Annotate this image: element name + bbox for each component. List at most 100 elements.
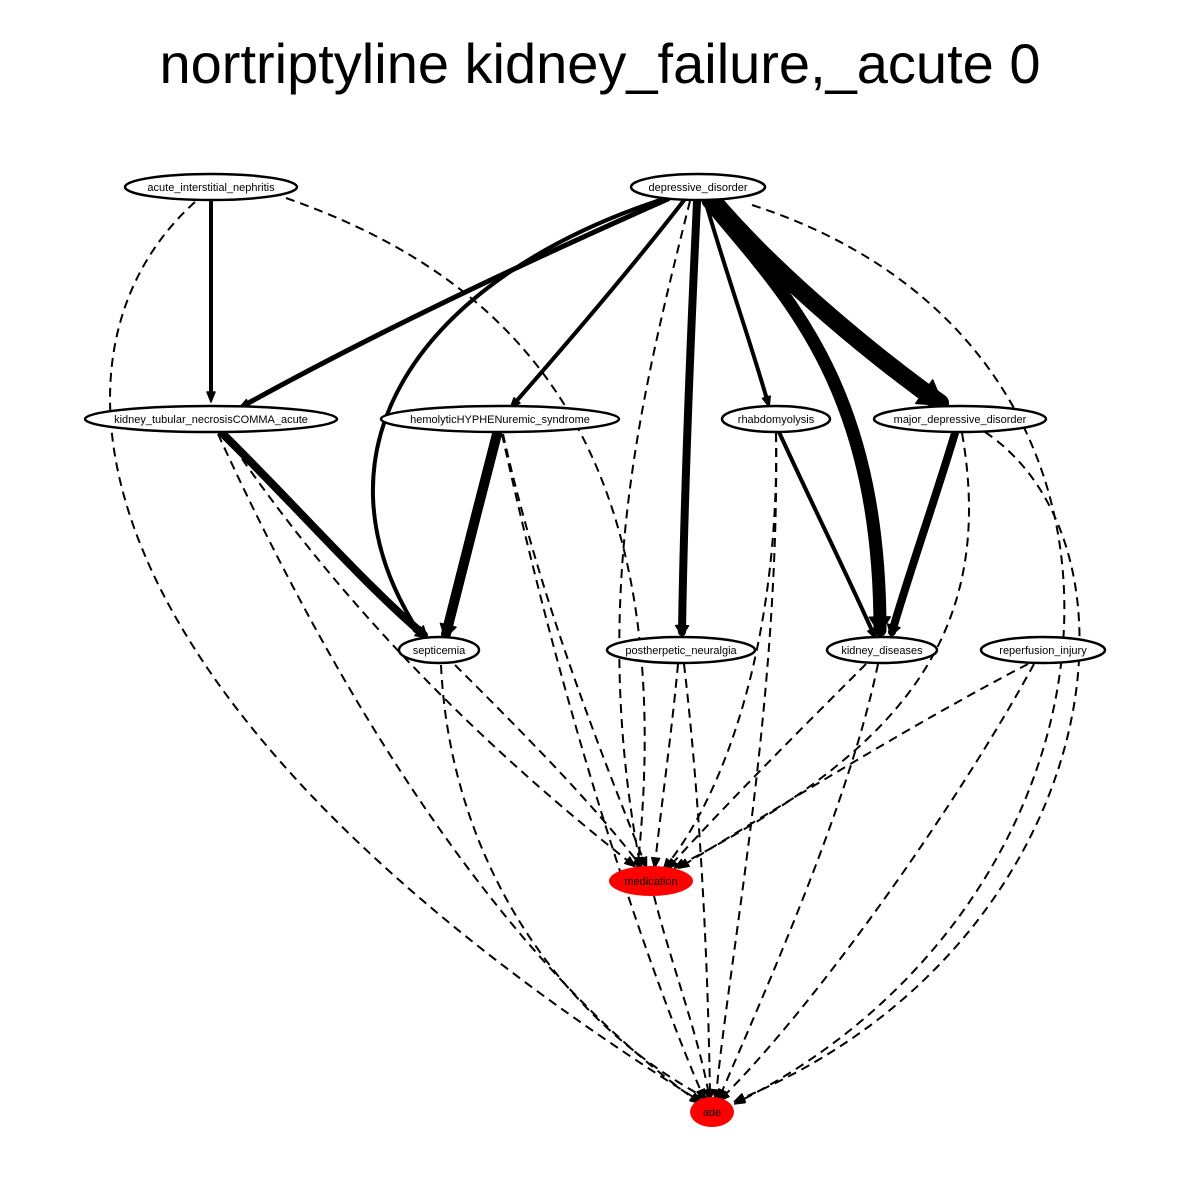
edge-line xyxy=(703,198,770,405)
edge-depressive_disorder-to-rhabdomyolysis xyxy=(703,198,771,408)
edge-arrowhead xyxy=(733,1093,746,1103)
edge-depressive_disorder-to-postherpetic_neuralgia xyxy=(674,198,701,637)
node-label: kidney_diseases xyxy=(841,645,923,657)
edge-arrowhead xyxy=(674,624,690,637)
edge-arrowhead xyxy=(666,858,678,870)
edge-kidney_diseases-to-medication xyxy=(666,663,867,870)
edge-depressive_disorder-to-major_depressive_disorder xyxy=(703,191,949,412)
edge-kidney_diseases-to-ade xyxy=(717,663,879,1101)
node-label: medication xyxy=(624,876,677,888)
edge-line xyxy=(737,431,1081,1101)
node-rhabdomyolysis: rhabdomyolysis xyxy=(720,404,832,434)
node-shape xyxy=(629,172,767,202)
edge-line xyxy=(441,429,502,639)
edge-arrowhead xyxy=(868,616,891,635)
edge-line xyxy=(681,663,1029,867)
node-label: septicemia xyxy=(413,645,466,657)
edge-septicemia-to-ade xyxy=(440,664,709,1100)
edge-line xyxy=(224,433,633,865)
edge-line xyxy=(454,664,641,866)
edge-kidney_tubular_necrosisCOMMA_acute-to-septicemia xyxy=(218,429,428,639)
edge-line xyxy=(677,432,970,867)
node-reperfusion_injury: reperfusion_injury xyxy=(979,635,1107,665)
edge-hemolyticHYPHENuremic_syndrome-to-medication xyxy=(502,433,648,869)
node-label: ade xyxy=(703,1107,721,1119)
node-kidney_tubular_necrosisCOMMA_acute: kidney_tubular_necrosisCOMMA_acute xyxy=(83,404,339,434)
node-label: hemolyticHYPHENuremic_syndrome xyxy=(410,414,590,426)
edge-depressive_disorder-to-kidney_tubular_necrosisCOMMA_acute xyxy=(238,196,671,409)
edge-septicemia-to-medication xyxy=(454,664,644,869)
edge-line xyxy=(218,429,428,639)
node-label: depressive_disorder xyxy=(648,182,747,194)
edge-arrowhead xyxy=(414,625,428,639)
edge-major_depressive_disorder-to-ade xyxy=(733,431,1081,1103)
edge-acute_interstitial_nephritis-to-medication xyxy=(285,197,646,869)
node-major_depressive_disorder: major_depressive_disorder xyxy=(872,404,1048,434)
edge-line xyxy=(502,433,646,865)
node-ade: ade xyxy=(690,1097,734,1127)
node-hemolyticHYPHENuremic_syndrome: hemolyticHYPHENuremic_syndrome xyxy=(379,404,621,434)
edge-hemolyticHYPHENuremic_syndrome-to-ade xyxy=(501,433,706,1101)
node-shape xyxy=(609,866,693,896)
edge-arrowhead xyxy=(915,379,944,407)
edge-line xyxy=(217,433,698,1102)
edge-line xyxy=(703,191,949,412)
edge-line xyxy=(511,197,687,407)
node-label: kidney_tubular_necrosisCOMMA_acute xyxy=(114,414,308,426)
edges-layer xyxy=(109,191,1081,1105)
edge-line xyxy=(618,200,691,865)
edge-arrowhead xyxy=(718,1090,730,1102)
edge-kidney_tubular_necrosisCOMMA_acute-to-ade xyxy=(217,433,701,1105)
node-shape xyxy=(720,404,832,434)
node-label: postherpetic_neuralgia xyxy=(625,645,737,657)
edge-postherpetic_neuralgia-to-medication xyxy=(650,663,679,869)
edge-line xyxy=(240,196,671,409)
edge-hemolyticHYPHENuremic_syndrome-to-septicemia xyxy=(439,429,502,639)
node-shape xyxy=(379,404,621,434)
edge-arrowhead xyxy=(650,856,661,869)
edge-line xyxy=(285,197,646,865)
edge-arrowhead xyxy=(439,622,457,639)
edge-reperfusion_injury-to-ade xyxy=(718,663,1035,1102)
edge-line xyxy=(440,664,705,1098)
graph-title: nortriptyline kidney_failure,_acute 0 xyxy=(160,32,1041,95)
node-shape xyxy=(979,635,1107,665)
edge-arrowhead xyxy=(632,857,644,869)
edge-arrowhead xyxy=(886,623,901,637)
edge-line xyxy=(665,432,778,867)
node-kidney_diseases: kidney_diseases xyxy=(825,635,939,665)
nodes-layer: acute_interstitial_nephritis depressive_d… xyxy=(83,172,1107,1127)
node-shape xyxy=(123,172,299,202)
node-shape xyxy=(825,635,939,665)
node-postherpetic_neuralgia: postherpetic_neuralgia xyxy=(605,635,757,665)
edge-medication-to-ade xyxy=(653,895,713,1101)
edge-depressive_disorder-to-medication xyxy=(618,200,691,869)
edge-acute_interstitial_nephritis-to-kidney_tubular_necrosisCOMMA_acute xyxy=(206,200,216,403)
node-septicemia: septicemia xyxy=(397,635,481,665)
edge-line xyxy=(715,432,778,1097)
edge-kidney_tubular_necrosisCOMMA_acute-to-medication xyxy=(224,433,636,868)
edge-line xyxy=(683,663,711,1097)
node-shape xyxy=(83,404,339,434)
node-shape xyxy=(690,1097,734,1127)
node-label: rhabdomyolysis xyxy=(738,414,815,426)
node-label: reperfusion_injury xyxy=(999,645,1087,657)
edge-line xyxy=(888,429,959,636)
node-label: acute_interstitial_nephritis xyxy=(147,182,275,194)
edge-arrowhead xyxy=(696,1089,709,1100)
edge-arrowhead xyxy=(624,856,636,868)
edge-reperfusion_injury-to-medication xyxy=(677,663,1029,869)
node-medication: medication xyxy=(609,866,693,896)
edge-line xyxy=(719,663,879,1097)
node-shape xyxy=(397,635,481,665)
edge-line xyxy=(501,433,704,1097)
edge-major_depressive_disorder-to-kidney_diseases xyxy=(886,429,959,637)
node-shape xyxy=(605,635,757,665)
edge-line xyxy=(777,430,876,637)
edge-line xyxy=(737,204,1066,1103)
edge-line xyxy=(653,895,710,1097)
edge-line xyxy=(654,663,679,865)
node-acute_interstitial_nephritis: acute_interstitial_nephritis xyxy=(123,172,299,202)
edge-arrowhead xyxy=(677,858,690,869)
